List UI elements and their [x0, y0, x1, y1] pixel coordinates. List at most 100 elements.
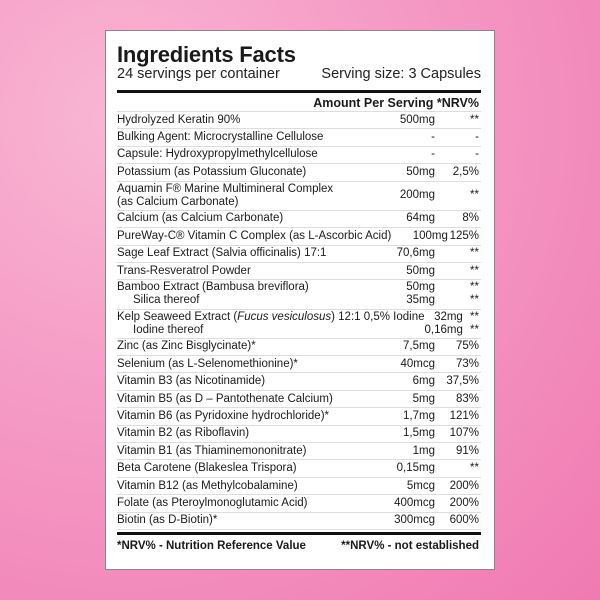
nrv: 83% [435, 393, 481, 406]
amount: 64mg [355, 212, 435, 225]
amount: - [355, 148, 435, 161]
amount-text: 500mg [399, 113, 435, 126]
ingredient-name: PureWay-C® Vitamin C Complex (as L-Ascor… [117, 230, 391, 243]
nrv-text: 75% [455, 340, 479, 353]
amount: 70,6mg [355, 247, 435, 260]
ingredient-name: Vitamin B6 (as Pyridoxine hydrochloride)… [117, 410, 355, 423]
nrv-text: 2,5% [452, 165, 479, 178]
nrv: 121% [435, 410, 481, 423]
ingredient-name-text: PureWay-C® Vitamin C Complex (as L-Ascor… [117, 229, 392, 242]
nrv-text: ** [470, 310, 479, 323]
ingredient-name-text: Folate (as Pteroylmonoglutamic Acid) [117, 496, 308, 509]
table-row: Aquamin F® Marine Multimineral Complex (a… [117, 182, 481, 211]
footnote-nrv: *NRV% - Nutrition Reference Value [117, 539, 306, 552]
table-row: Trans-Resveratrol Powder 50mg ** [117, 263, 481, 281]
nrv-text: ** [470, 281, 479, 294]
ingredient-name: Vitamin B1 (as Thiaminemononitrate) [117, 445, 355, 458]
footer: *NRV% - Nutrition Reference Value **NRV%… [117, 531, 481, 552]
amount-text: 1mg [412, 444, 435, 457]
nrv: 107% [435, 427, 481, 440]
amount: 50mg [355, 166, 435, 179]
ingredient-name-text: Aquamin F® Marine Multimineral Complex [117, 182, 334, 195]
amount: 1,5mg [355, 427, 435, 440]
table-row: Vitamin B1 (as Thiaminemononitrate) 1mg 91… [117, 443, 481, 461]
serving-size: Serving size: 3 Capsules [321, 66, 481, 82]
nrv-text: 200% [449, 479, 479, 492]
nrv: ** [435, 247, 481, 260]
table-row: Sage Leaf Extract (Salvia officinalis) 1… [117, 246, 481, 263]
nrv-text: - [475, 148, 479, 161]
amount: 40mcg [355, 358, 435, 371]
nrv-text: ** [470, 189, 479, 202]
amount-text: 6mg [412, 375, 435, 388]
table-row: Vitamin B3 (as Nicotinamide) 6mg 37,5% [117, 373, 481, 391]
title: Ingredients Facts [117, 42, 296, 67]
nrv-text: 8% [462, 212, 479, 225]
amount-text: 400mcg [394, 496, 435, 509]
table-row: Calcium (as Calcium Carbonate) 64mg 8% [117, 211, 481, 229]
nrv-text: 107% [449, 427, 479, 440]
table-row: Kelp Seaweed Extract (Fucus vesiculosus)… [117, 310, 481, 339]
nrv: 8% [435, 212, 481, 225]
nrv-text: ** [470, 462, 479, 475]
ingredient-name-text: Vitamin B2 (as Riboflavin) [117, 427, 250, 440]
amount-text: 5mg [412, 392, 435, 405]
table-row: Vitamin B6 (as Pyridoxine hydrochloride)… [117, 408, 481, 426]
ingredient-name-text: Vitamin B1 (as Thiaminemononitrate) [117, 444, 307, 457]
ingredient-name: Kelp Seaweed Extract (Fucus vesiculosus)… [117, 311, 424, 337]
ingredient-name: Potassium (as Potassium Gluconate) [117, 166, 355, 179]
ingredient-name: Calcium (as Calcium Carbonate) [117, 212, 355, 225]
ingredient-name: Bamboo Extract (Bambusa breviflora) Silic… [117, 281, 355, 307]
ingredient-name-text: Vitamin B5 (as D – Pantothenate Calcium) [117, 392, 333, 405]
nrv: 200% [435, 497, 481, 510]
ingredient-name: Aquamin F® Marine Multimineral Complex (a… [117, 183, 355, 209]
amount: 5mg [355, 393, 435, 406]
nrv: 75% [435, 340, 481, 353]
amount: 32mg 0,16mg [424, 311, 462, 337]
nrv: 37,5% [435, 375, 481, 388]
amount-text: 300mcg [394, 514, 435, 527]
amount: 1mg [355, 445, 435, 458]
ingredient-name-text: Sage Leaf Extract (Salvia officinalis) 1… [117, 247, 327, 260]
nrv: 125% [448, 230, 481, 243]
amount-text: 50mg [406, 165, 435, 178]
amount-text: 64mg [406, 212, 435, 225]
table-row: Potassium (as Potassium Gluconate) 50mg 2,… [117, 164, 481, 182]
amount: 7,5mg [355, 340, 435, 353]
ingredient-name: Hydrolyzed Keratin 90% [117, 114, 355, 127]
amount-text: 50mg [406, 264, 435, 277]
nrv: ** [435, 462, 481, 475]
table-row: Folate (as Pteroylmonoglutamic Acid) 400m… [117, 495, 481, 513]
amount: 300mcg [355, 514, 435, 527]
ingredient-name: Biotin (as D-Biotin)* [117, 514, 355, 527]
amount-text: 35mg [406, 294, 435, 307]
amount-text: - [431, 131, 435, 144]
ingredient-name-text: Hydrolyzed Keratin 90% [117, 113, 241, 126]
nrv-text: ** [470, 113, 479, 126]
table-row: Capsule: Hydroxypropylmethylcellulose - - [117, 147, 481, 165]
ingredient-name: Trans-Resveratrol Powder [117, 265, 355, 278]
column-header: Amount Per Serving *NRV% [117, 93, 481, 112]
amount: 50mg [355, 265, 435, 278]
table-row: Vitamin B2 (as Riboflavin) 1,5mg 107% [117, 426, 481, 444]
nrv-text: ** [470, 247, 479, 260]
amount: 6mg [355, 375, 435, 388]
table-row: Selenium (as L-Selenomethionine)* 40mcg 73… [117, 356, 481, 374]
ingredient-name: Bulking Agent: Microcrystalline Cellulos… [117, 131, 355, 144]
amount-text: 5mcg [406, 479, 435, 492]
ingredient-sub: Iodine thereof [133, 323, 204, 336]
table-row: Vitamin B12 (as Methylcobalamine) 5mcg 200… [117, 478, 481, 496]
amount: 1,7mg [355, 410, 435, 423]
nrv: - [435, 131, 481, 144]
nrv-text: 91% [455, 444, 479, 457]
ingredient-name-text: Biotin (as D-Biotin)* [117, 514, 218, 527]
amount: 50mg 35mg [355, 281, 435, 307]
nrv: - [435, 148, 481, 161]
footnote-not-established: **NRV% - not established [341, 539, 479, 552]
table-row: Beta Carotene (Blakeslea Trispora) 0,15mg… [117, 460, 481, 478]
amount-text: 200mg [399, 189, 435, 202]
amount: 100mg [391, 230, 448, 243]
amount: 500mg [355, 114, 435, 127]
nrv-text: ** [470, 264, 479, 277]
amount-text: 0,16mg [424, 323, 463, 336]
